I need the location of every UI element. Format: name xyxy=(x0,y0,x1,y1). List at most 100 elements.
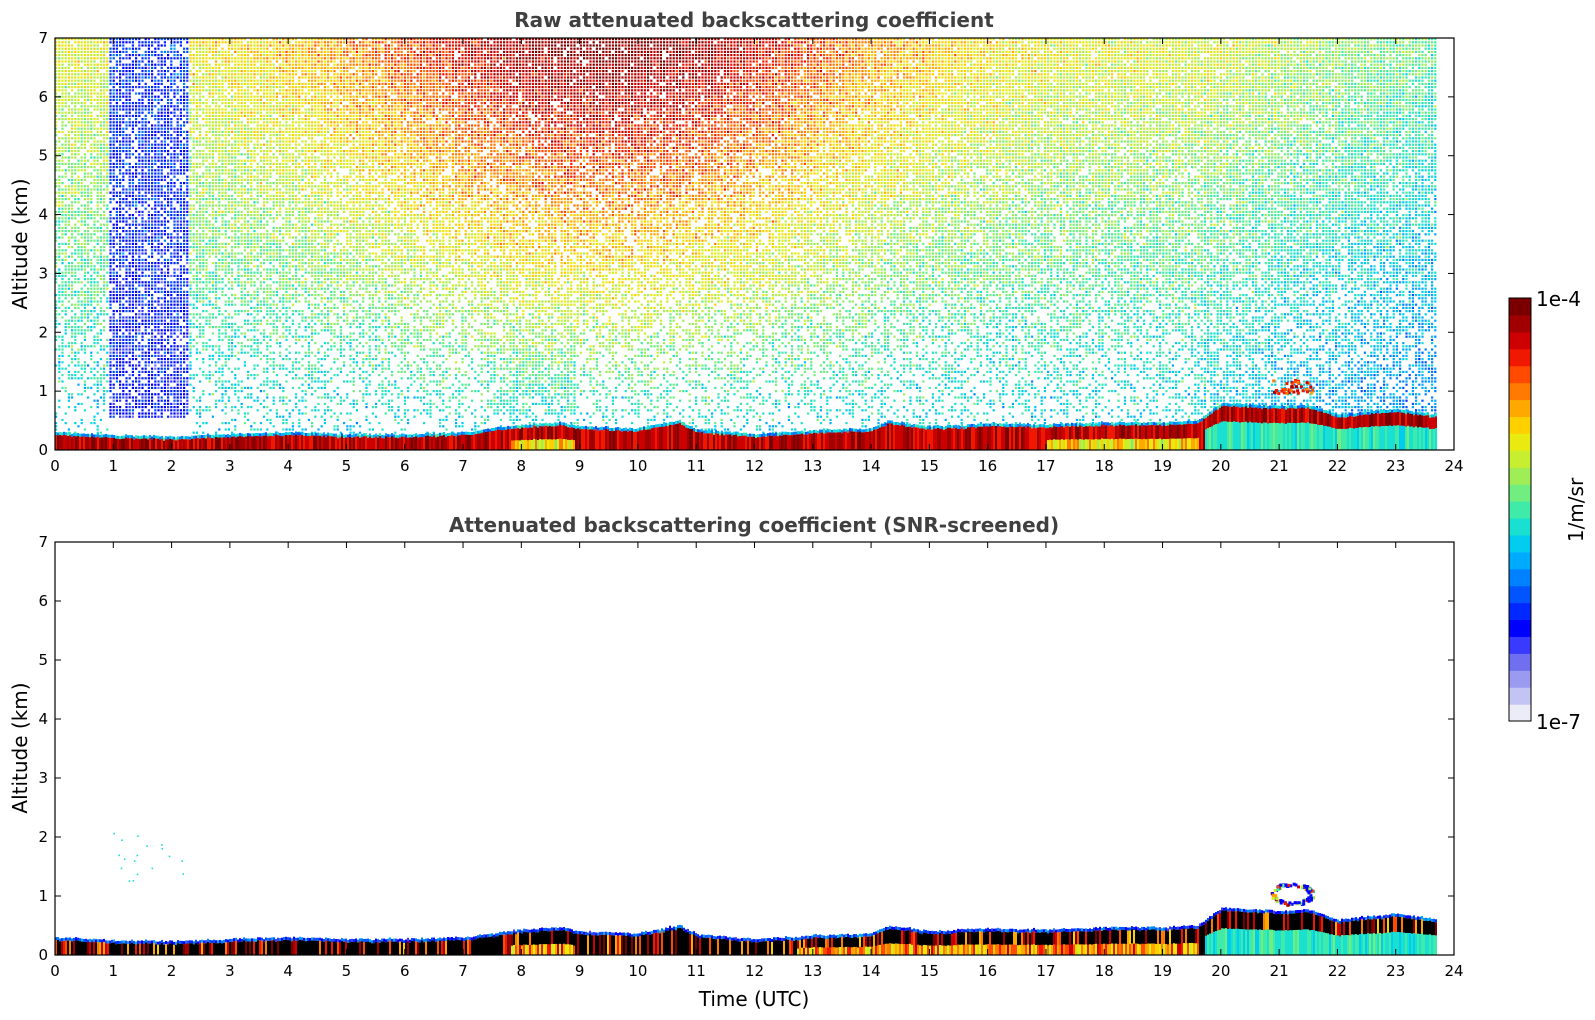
heat-cell xyxy=(87,57,89,59)
heat-cell xyxy=(68,41,70,43)
heat-cell xyxy=(87,128,89,130)
heat-cell xyxy=(93,300,95,302)
heat-cell xyxy=(84,172,86,174)
heat-cell xyxy=(93,64,95,66)
heat-cell xyxy=(87,96,89,98)
heat-cell xyxy=(77,166,79,168)
heat-cell xyxy=(77,281,79,283)
heat-cell xyxy=(87,326,89,328)
heat-cell xyxy=(84,211,86,213)
heat-cell xyxy=(90,147,92,149)
heat-cell xyxy=(93,137,95,139)
heat-cell xyxy=(81,422,83,424)
heat-cell xyxy=(58,89,60,91)
heat-cell xyxy=(58,99,60,101)
heat-cell xyxy=(58,348,60,350)
heat-cell xyxy=(74,134,76,136)
heat-cell xyxy=(87,230,89,232)
heat-cell xyxy=(90,121,92,123)
heat-cell xyxy=(81,393,83,395)
heat-cell xyxy=(93,124,95,126)
heat-cell xyxy=(87,214,89,216)
heat-cell xyxy=(81,403,83,405)
heat-cell xyxy=(77,252,79,254)
heat-cell xyxy=(81,118,83,120)
heat-cell xyxy=(93,156,95,158)
heat-cell xyxy=(84,160,86,162)
heat-cell xyxy=(61,121,63,123)
heat-cell xyxy=(77,86,79,88)
heat-cell xyxy=(90,288,92,290)
heat-cell xyxy=(61,380,63,382)
heat-cell xyxy=(58,236,60,238)
heat-cell xyxy=(65,268,67,270)
heat-cell xyxy=(93,163,95,165)
heat-cell xyxy=(65,332,67,334)
heat-cell xyxy=(84,176,86,178)
heat-cell xyxy=(58,256,60,258)
heat-cell xyxy=(90,172,92,174)
heat-cell xyxy=(74,99,76,101)
heat-cell xyxy=(77,307,79,309)
heat-cell xyxy=(74,140,76,142)
heat-cell xyxy=(81,185,83,187)
heat-cell xyxy=(93,246,95,248)
heat-cell xyxy=(74,70,76,72)
heat-cell xyxy=(68,118,70,120)
heat-cell xyxy=(74,172,76,174)
heat-cell xyxy=(77,134,79,136)
heat-cell xyxy=(74,41,76,43)
heat-cell xyxy=(93,323,95,325)
heat-cell xyxy=(84,70,86,72)
heat-cell xyxy=(77,92,79,94)
heat-cell xyxy=(58,249,60,251)
heat-cell xyxy=(87,387,89,389)
heat-cell xyxy=(90,44,92,46)
heat-cell xyxy=(61,195,63,197)
heat-cell xyxy=(77,169,79,171)
heat-cell xyxy=(71,316,73,318)
heat-cell xyxy=(68,300,70,302)
heat-cell xyxy=(71,99,73,101)
heat-cell xyxy=(68,44,70,46)
heat-cell xyxy=(93,320,95,322)
heat-cell xyxy=(61,345,63,347)
heat-cell xyxy=(61,262,63,264)
heat-cell xyxy=(68,198,70,200)
heat-cell xyxy=(84,96,86,98)
heat-cell xyxy=(58,371,60,373)
heat-cell xyxy=(84,390,86,392)
heat-cell xyxy=(61,169,63,171)
heat-cell xyxy=(90,268,92,270)
heat-cell xyxy=(90,201,92,203)
heat-cell xyxy=(84,294,86,296)
heat-cell xyxy=(71,320,73,322)
heat-cell xyxy=(77,128,79,130)
heat-cell xyxy=(77,44,79,46)
heat-cell xyxy=(68,217,70,219)
heat-cell xyxy=(65,83,67,85)
heat-cell xyxy=(84,115,86,117)
heat-cell xyxy=(74,268,76,270)
heat-cell xyxy=(65,252,67,254)
heat-cell xyxy=(74,252,76,254)
heat-cell xyxy=(81,262,83,264)
heat-cell xyxy=(90,304,92,306)
heat-cell xyxy=(90,92,92,94)
heat-cell xyxy=(68,220,70,222)
heat-cell xyxy=(81,377,83,379)
heat-cell xyxy=(87,41,89,43)
heat-cell xyxy=(68,374,70,376)
heat-cell xyxy=(74,57,76,59)
heat-cell xyxy=(77,115,79,117)
heat-cell xyxy=(65,326,67,328)
heat-cell xyxy=(61,294,63,296)
heat-cell xyxy=(61,374,63,376)
heat-cell xyxy=(87,166,89,168)
heat-cell xyxy=(90,422,92,424)
heat-cell xyxy=(71,112,73,114)
heat-cell xyxy=(81,249,83,251)
heat-cell xyxy=(58,160,60,162)
heat-cell xyxy=(77,163,79,165)
top-panel: Raw attenuated backscattering coefficien… xyxy=(8,8,1464,475)
